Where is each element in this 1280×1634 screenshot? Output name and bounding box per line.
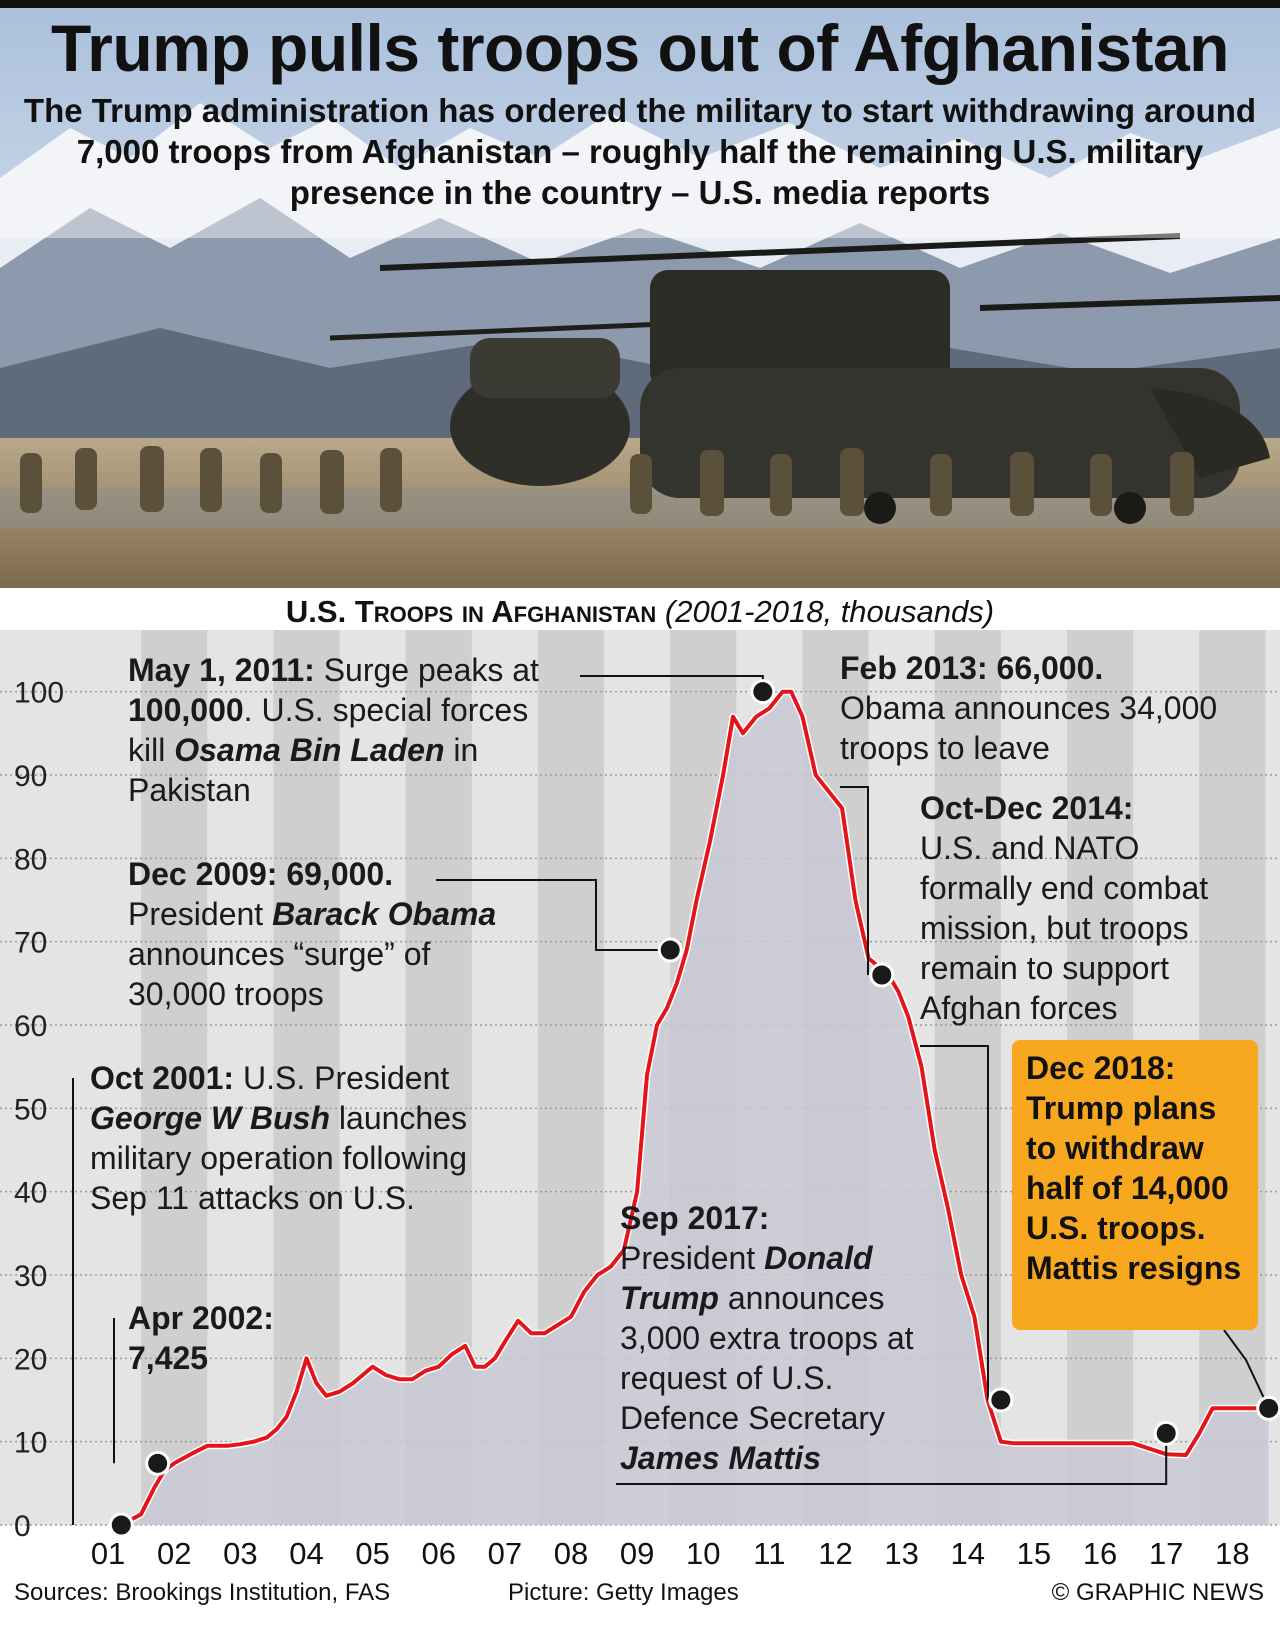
- y-tick-label: 10: [14, 1427, 47, 1460]
- year-band: [141, 630, 208, 1525]
- leader-dec-2018: [1223, 1329, 1270, 1409]
- x-tick-label: 03: [223, 1536, 257, 1571]
- x-tick-label: 06: [421, 1536, 455, 1571]
- x-tick-label: 16: [1083, 1536, 1117, 1571]
- x-tick-label: 17: [1149, 1536, 1183, 1571]
- annotation-may-2011: May 1, 2011: Surge peaks at 100,000. U.S…: [128, 650, 548, 810]
- x-tick-label: 10: [686, 1536, 720, 1571]
- x-tick-label: 15: [1017, 1536, 1051, 1571]
- annotation-may-2011-text1: Surge peaks at: [314, 652, 539, 688]
- annotation-apr-2002-head: Apr 2002:: [128, 1300, 274, 1336]
- y-tick-label: 70: [14, 927, 47, 960]
- annotation-sep-2017-text2: announces 3,000 extra troops at request …: [620, 1280, 914, 1436]
- annotation-feb-2013-text: Obama announces 34,000 troops to leave: [840, 690, 1218, 766]
- leader-feb-2013: [840, 786, 869, 975]
- annotation-sep-2017-text1: President: [620, 1240, 765, 1276]
- leader-oct-dec-2014: [920, 1045, 989, 1400]
- annotation-oct-dec-2014-head: Oct-Dec 2014:: [920, 790, 1134, 826]
- footer-picture-credit: Picture: Getty Images: [508, 1579, 739, 1606]
- annotation-apr-2002-value: 7,425: [128, 1340, 209, 1376]
- annotation-oct-2001-text1: U.S. President: [234, 1060, 450, 1096]
- leader-sep-2017: [616, 1433, 1168, 1485]
- annotation-apr-2002: Apr 2002: 7,425: [128, 1298, 328, 1378]
- leader-dec-2009: [436, 879, 671, 951]
- y-tick-label: 60: [14, 1010, 47, 1043]
- annotation-oct-dec-2014-text: U.S. and NATO formally end combat missio…: [920, 830, 1209, 1026]
- annotation-may-2011-head: May 1, 2011:: [128, 652, 315, 688]
- key-point-oct-2001: [108, 1512, 134, 1538]
- y-tick-label: 50: [14, 1093, 47, 1126]
- annotation-may-2011-value: 100,000: [128, 692, 244, 728]
- chart-unit-note: (2001-2018, thousands): [664, 594, 995, 629]
- key-point-sep-2017: [1153, 1420, 1179, 1446]
- annotation-feb-2013-head: Feb 2013: 66,000.: [840, 650, 1104, 686]
- y-tick-label: 20: [14, 1343, 47, 1376]
- top-rule: [0, 0, 1280, 8]
- annotation-dec-2009-head: Dec 2009: 69,000.: [128, 856, 394, 892]
- troop-area-fill: [121, 691, 1269, 1525]
- annotation-feb-2013: Feb 2013: 66,000. Obama announces 34,000…: [840, 648, 1220, 768]
- annotation-sep-2017-name2: James Mattis: [620, 1440, 821, 1476]
- y-tick-label: 0: [14, 1510, 31, 1543]
- x-tick-label: 12: [818, 1536, 852, 1571]
- y-tick-label: 40: [14, 1177, 47, 1210]
- chart-heading: U.S. Troops in Afghanistan (2001-2018, t…: [0, 592, 1280, 632]
- annotation-may-2011-text3: in Pakistan: [128, 732, 479, 808]
- page-subtitle: The Trump administration has ordered the…: [23, 92, 1257, 211]
- footer-publisher: © GRAPHIC NEWS: [1051, 1579, 1264, 1606]
- annotation-oct-2001-head: Oct 2001:: [90, 1060, 235, 1096]
- annotation-oct-dec-2014: Oct-Dec 2014: U.S. and NATO formally end…: [920, 788, 1260, 1028]
- x-tick-label: 09: [620, 1536, 654, 1571]
- key-point-dec-2009: [657, 937, 683, 963]
- annotation-oct-2001-name: George W Bush: [90, 1100, 331, 1136]
- x-tick-label: 08: [554, 1536, 588, 1571]
- annotation-may-2011-text2: . U.S. special forces kill: [128, 692, 529, 768]
- key-point-may-1-2011: [750, 679, 776, 705]
- x-tick-label: 02: [157, 1536, 191, 1571]
- annotation-oct-2001: Oct 2001: U.S. President George W Bush l…: [90, 1058, 530, 1218]
- x-tick-label: 04: [289, 1536, 323, 1571]
- annotation-sep-2017-name1: Donald Trump: [620, 1240, 873, 1316]
- annotation-dec-2009: Dec 2009: 69,000. President Barack Obama…: [128, 854, 528, 1014]
- x-tick-label: 07: [488, 1536, 522, 1571]
- x-tick-label: 01: [91, 1536, 125, 1571]
- x-tick-label: 13: [884, 1536, 918, 1571]
- footer-sources: Sources: Brookings Institution, FAS: [14, 1579, 391, 1606]
- key-point-apr-2002: [145, 1450, 171, 1476]
- annotation-sep-2017-head: Sep 2017:: [620, 1200, 770, 1236]
- annotation-oct-2001-text2: launches military operation following Se…: [90, 1100, 468, 1216]
- helicopter-photo: [0, 8, 1280, 588]
- annotation-may-2011-name: Osama Bin Laden: [174, 732, 445, 768]
- key-point-feb-2013: [869, 962, 895, 988]
- y-tick-label: 90: [14, 760, 47, 793]
- key-point-dec-2018: [1256, 1395, 1280, 1421]
- chart-title: U.S. Troops in Afghanistan: [285, 594, 657, 629]
- x-tick-label: 18: [1215, 1536, 1249, 1571]
- page-title: Trump pulls troops out of Afghanistan: [51, 11, 1229, 85]
- x-tick-label: 05: [355, 1536, 389, 1571]
- key-point-oct-dec-2014: [988, 1387, 1014, 1413]
- y-tick-label: 100: [14, 677, 64, 710]
- annotation-dec-2009-text1: President: [128, 896, 273, 932]
- annotation-dec-2009-name: Barack Obama: [272, 896, 497, 932]
- troop-line: [120, 689, 1269, 1527]
- x-tick-label: 11: [753, 1536, 785, 1571]
- callout-dec-2018: Dec 2018: Trump plans to withdraw half o…: [1012, 1040, 1258, 1330]
- x-tick-label: 14: [951, 1536, 985, 1571]
- y-tick-label: 30: [14, 1260, 47, 1293]
- y-tick-label: 80: [14, 843, 47, 876]
- annotation-sep-2017: Sep 2017: President Donald Trump announc…: [620, 1198, 930, 1478]
- annotation-dec-2009-text2: announces “surge” of 30,000 troops: [128, 936, 431, 1012]
